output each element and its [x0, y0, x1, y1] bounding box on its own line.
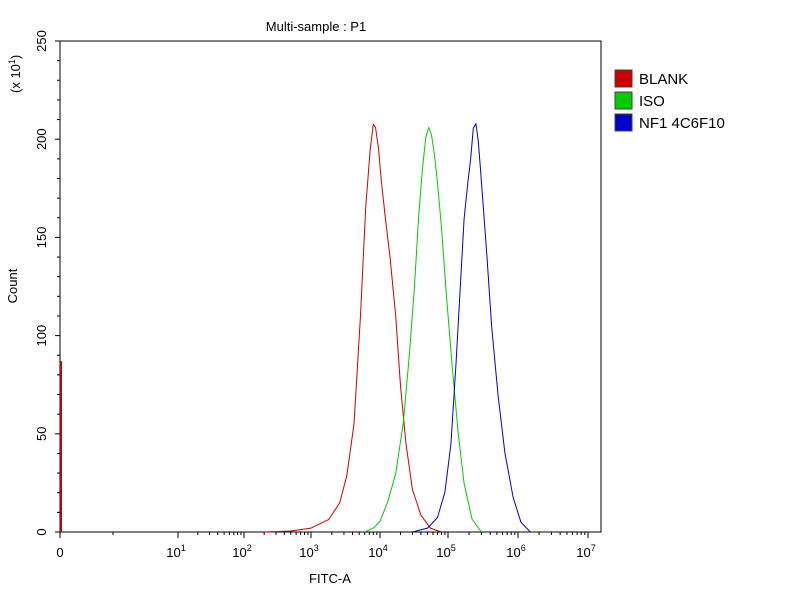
- x-tick-base: 10: [506, 545, 520, 560]
- x-tick-label: 105: [436, 543, 455, 560]
- chart-title: Multi-sample : P1: [266, 19, 366, 34]
- legend-swatch: [614, 113, 633, 132]
- x-tick-label: 103: [299, 543, 318, 560]
- y-multiplier-exp: 1: [7, 59, 17, 64]
- legend-label: NF1 4C6F10: [639, 115, 725, 132]
- series-line-blank: [264, 123, 442, 533]
- legend-swatch: [614, 69, 633, 88]
- legend-label: BLANK: [639, 71, 688, 88]
- x-tick-label: 107: [576, 543, 595, 560]
- y-tick-label: 100: [34, 325, 49, 347]
- x-tick-label: 102: [232, 543, 251, 560]
- legend-swatch: [614, 91, 633, 110]
- x-tick-base: 10: [576, 545, 590, 560]
- legend: BLANK ISO NF1 4C6F10: [614, 69, 725, 132]
- x-tick-label: 0: [56, 545, 63, 560]
- y-tick-label: 50: [34, 427, 49, 441]
- x-tick-exp: 4: [383, 543, 388, 553]
- y-tick-label: 0: [34, 528, 49, 535]
- y-multiplier-text: (x 10: [8, 64, 23, 93]
- x-tick-base: 10: [166, 545, 180, 560]
- legend-label: ISO: [639, 93, 665, 110]
- x-tick-label: 101: [166, 543, 185, 560]
- series-line-nf1-4c6f10: [412, 123, 531, 533]
- series-line-iso: [364, 126, 482, 533]
- x-tick-label: 106: [506, 543, 525, 560]
- x-axis-label: FITC-A: [309, 571, 351, 586]
- y-axis-label: Count: [5, 268, 20, 303]
- y-tick-label: 200: [34, 128, 49, 150]
- x-tick-exp: 3: [314, 543, 319, 553]
- x-tick-exp: 1: [181, 543, 186, 553]
- x-tick-label: 104: [368, 543, 387, 560]
- x-tick-base: 10: [436, 545, 450, 560]
- plot-frame: [59, 40, 602, 533]
- y-multiplier-close: ): [8, 55, 23, 59]
- x-tick-exp: 6: [521, 543, 526, 553]
- x-tick-base: 10: [368, 545, 382, 560]
- x-tick-exp: 7: [591, 543, 596, 553]
- y-multiplier-label: (x 101): [7, 55, 23, 93]
- y-tick-label: 250: [34, 30, 49, 52]
- x-tick-base: 10: [299, 545, 313, 560]
- x-tick-exp: 2: [247, 543, 252, 553]
- x-tick-base: 0: [56, 545, 63, 560]
- x-tick-base: 10: [232, 545, 246, 560]
- y-tick-label: 150: [34, 227, 49, 249]
- x-tick-exp: 5: [451, 543, 456, 553]
